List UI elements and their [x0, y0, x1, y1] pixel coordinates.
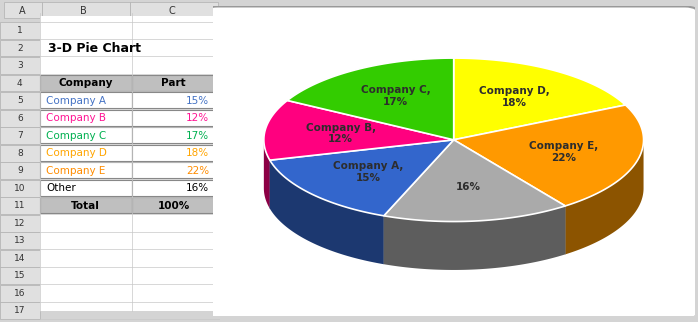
Text: 6: 6 — [17, 114, 22, 123]
FancyBboxPatch shape — [203, 6, 698, 319]
Text: 17: 17 — [14, 306, 26, 315]
Text: 13: 13 — [14, 236, 26, 245]
Text: 5: 5 — [17, 96, 22, 105]
Text: Other: Other — [46, 183, 76, 193]
Text: 17%: 17% — [186, 131, 209, 141]
FancyBboxPatch shape — [132, 162, 216, 178]
Polygon shape — [565, 140, 644, 254]
Polygon shape — [454, 140, 565, 254]
FancyBboxPatch shape — [40, 16, 220, 311]
FancyBboxPatch shape — [0, 215, 40, 232]
FancyBboxPatch shape — [132, 75, 216, 91]
Text: Company A,
15%: Company A, 15% — [333, 161, 403, 183]
Polygon shape — [270, 140, 454, 216]
FancyBboxPatch shape — [40, 75, 132, 91]
Text: C: C — [168, 6, 175, 16]
Polygon shape — [384, 140, 454, 264]
FancyBboxPatch shape — [4, 2, 42, 18]
FancyBboxPatch shape — [40, 145, 132, 161]
FancyBboxPatch shape — [0, 162, 40, 179]
FancyBboxPatch shape — [0, 302, 40, 319]
Text: Company C,
17%: Company C, 17% — [361, 85, 431, 107]
Text: A: A — [19, 6, 25, 16]
Polygon shape — [384, 206, 565, 270]
FancyBboxPatch shape — [0, 57, 40, 74]
FancyBboxPatch shape — [0, 92, 40, 109]
Text: 10: 10 — [14, 184, 26, 193]
FancyBboxPatch shape — [0, 180, 40, 196]
Text: Company D,
18%: Company D, 18% — [480, 86, 550, 108]
FancyBboxPatch shape — [132, 110, 216, 126]
Text: 22%: 22% — [186, 166, 209, 176]
Text: 9: 9 — [17, 166, 22, 175]
Polygon shape — [454, 105, 644, 206]
FancyBboxPatch shape — [130, 2, 218, 18]
FancyBboxPatch shape — [0, 75, 40, 91]
Polygon shape — [454, 140, 565, 254]
Text: 11: 11 — [14, 201, 26, 210]
Text: 3: 3 — [17, 61, 22, 70]
Text: 4: 4 — [17, 79, 22, 88]
Text: 14: 14 — [14, 254, 25, 263]
Text: B: B — [80, 6, 87, 16]
Text: 15%: 15% — [186, 96, 209, 106]
Text: 1: 1 — [17, 26, 22, 35]
Text: 7: 7 — [17, 131, 22, 140]
FancyBboxPatch shape — [132, 197, 216, 213]
Text: Company: Company — [59, 78, 113, 88]
Text: 12%: 12% — [186, 113, 209, 123]
Text: 8: 8 — [17, 149, 22, 158]
FancyBboxPatch shape — [40, 127, 132, 143]
Text: 16%: 16% — [186, 183, 209, 193]
FancyBboxPatch shape — [0, 250, 40, 267]
Text: 12: 12 — [14, 219, 25, 228]
Text: Total: Total — [71, 201, 101, 211]
Polygon shape — [270, 140, 454, 209]
Polygon shape — [384, 140, 454, 264]
FancyBboxPatch shape — [0, 232, 40, 249]
FancyBboxPatch shape — [40, 92, 132, 108]
Polygon shape — [454, 58, 625, 140]
Polygon shape — [270, 140, 454, 209]
Polygon shape — [264, 100, 454, 160]
Text: 15: 15 — [14, 271, 26, 280]
FancyBboxPatch shape — [132, 92, 216, 108]
FancyBboxPatch shape — [40, 197, 132, 213]
Text: 18%: 18% — [186, 148, 209, 158]
FancyBboxPatch shape — [132, 127, 216, 143]
Text: Company B,
12%: Company B, 12% — [306, 123, 376, 144]
FancyBboxPatch shape — [0, 40, 40, 56]
Text: 2: 2 — [17, 43, 22, 52]
FancyBboxPatch shape — [132, 145, 216, 161]
Text: Company E: Company E — [46, 166, 105, 176]
FancyBboxPatch shape — [0, 197, 40, 214]
Text: Company D: Company D — [46, 148, 107, 158]
FancyBboxPatch shape — [42, 2, 130, 18]
FancyBboxPatch shape — [40, 110, 132, 126]
Polygon shape — [264, 140, 270, 209]
Polygon shape — [270, 160, 384, 264]
Text: 3-D Pie Chart: 3-D Pie Chart — [48, 42, 142, 55]
Text: 100%: 100% — [158, 201, 190, 211]
FancyBboxPatch shape — [0, 127, 40, 144]
FancyBboxPatch shape — [132, 180, 216, 196]
Text: Company C: Company C — [46, 131, 106, 141]
Text: Company B: Company B — [46, 113, 106, 123]
FancyBboxPatch shape — [0, 285, 40, 302]
FancyBboxPatch shape — [0, 22, 40, 39]
Text: Company A: Company A — [46, 96, 106, 106]
FancyBboxPatch shape — [40, 162, 132, 178]
Text: Part: Part — [161, 78, 186, 88]
Text: Company E,
22%: Company E, 22% — [529, 141, 599, 163]
Text: 16%: 16% — [456, 182, 480, 192]
FancyBboxPatch shape — [0, 110, 40, 127]
Polygon shape — [384, 140, 565, 222]
Polygon shape — [288, 58, 454, 140]
FancyBboxPatch shape — [0, 145, 40, 162]
Text: 16: 16 — [14, 289, 26, 298]
FancyBboxPatch shape — [40, 180, 132, 196]
FancyBboxPatch shape — [0, 267, 40, 284]
